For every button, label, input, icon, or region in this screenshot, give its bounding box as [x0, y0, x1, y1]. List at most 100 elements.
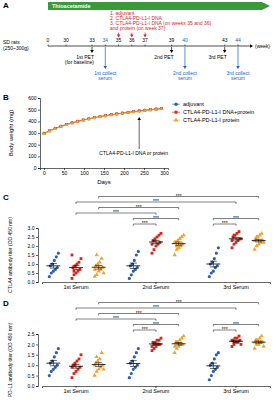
data-point: [48, 374, 51, 377]
y-axis-title: CTLA4 antibody titer (OD 450 nm): [7, 217, 13, 293]
data-point: [73, 270, 76, 273]
tick-label: 2.0: [28, 243, 35, 249]
data-point: [155, 108, 158, 111]
error-bar: [95, 363, 102, 367]
data-point: [71, 376, 74, 379]
data-point: [93, 116, 96, 119]
data-point: [213, 257, 216, 260]
significance-label: ***: [176, 299, 182, 305]
data-point: [135, 351, 138, 354]
tick-mark: [38, 98, 40, 99]
data-point: [71, 121, 74, 124]
data-point: [120, 111, 124, 114]
y-axis: 0.00.51.01.52.02.53.0: [28, 225, 39, 285]
data-point: [159, 343, 162, 346]
error-bar-cap: [153, 342, 160, 343]
tick-label: 500: [28, 107, 37, 113]
data-point: [100, 256, 104, 260]
week-label: 34: [102, 37, 108, 43]
mean-line: [229, 341, 243, 342]
tick-label: 300: [28, 130, 37, 136]
series-line: [44, 109, 162, 134]
data-point: [160, 337, 163, 340]
tick-mark: [38, 145, 40, 146]
tick-mark: [38, 133, 40, 134]
error-bar-cap: [175, 342, 182, 343]
data-point: [260, 231, 264, 235]
tick: 1.0: [28, 261, 38, 267]
panel-a: AThioacetamideSD rats(250~300g)(week)030…: [3, 1, 270, 81]
data-point: [95, 272, 99, 276]
timeline-tick: [118, 45, 119, 47]
data-point: [81, 118, 85, 121]
error-bar: [73, 266, 80, 270]
error-bar-cap: [73, 265, 80, 266]
treatment-arrowhead: [143, 35, 147, 38]
tick-label: 2nd Serum: [143, 388, 170, 394]
data-point: [138, 110, 141, 113]
significance-label: ***: [222, 326, 228, 332]
data-point: [56, 364, 59, 367]
event-arrow: [184, 47, 185, 67]
data-point: [182, 334, 186, 337]
significance-label: ***: [176, 193, 182, 199]
data-point: [80, 353, 83, 356]
panel-label: A: [3, 1, 9, 10]
data-point: [71, 254, 74, 257]
data-point: [143, 109, 146, 112]
data-point: [135, 253, 138, 256]
data-point: [143, 108, 147, 111]
error-bar-cap: [255, 341, 262, 342]
plot-area: [46, 334, 265, 381]
data-point: [54, 127, 57, 130]
tick: 0.0: [28, 383, 38, 389]
error-bar: [130, 263, 137, 268]
data-point: [70, 121, 74, 124]
data-point: [133, 355, 136, 358]
event-label: serum: [231, 75, 245, 81]
error-bar-stem: [98, 265, 99, 269]
tick-mark: [36, 255, 38, 256]
tick-label: 0.0: [28, 383, 35, 389]
timeline-tick: [171, 45, 172, 47]
error-bar-cap: [153, 243, 160, 244]
series-line: [44, 108, 162, 133]
error-bar: [95, 265, 102, 269]
timeline-tick: [131, 45, 132, 47]
tick-label: 400: [28, 118, 37, 124]
data-point: [87, 117, 91, 120]
error-bar-cap: [50, 268, 57, 269]
error-bar-cap: [73, 269, 80, 270]
panel-b: B0501001502002503000100200300400500600Da…: [3, 93, 254, 185]
error-bar-stem: [258, 239, 259, 242]
data-point: [238, 335, 241, 338]
error-bar-stem: [133, 263, 134, 268]
data-point: [115, 112, 118, 115]
tick: 200: [120, 168, 129, 176]
data-point: [100, 350, 104, 354]
tick: 300: [160, 168, 169, 176]
data-point: [160, 107, 163, 110]
error-bar-cap: [175, 242, 182, 243]
legend: adjuvantCTLA4-PD-L1-I DNA+proteinCTLA4-P…: [172, 101, 254, 123]
data-point: [154, 107, 158, 110]
data-point: [55, 255, 58, 258]
week-label: 37: [142, 37, 148, 43]
data-point: [98, 115, 102, 118]
data-point: [99, 115, 102, 118]
tick-label: 0.5: [28, 373, 35, 379]
significance-label: ***: [153, 198, 159, 204]
tick-mark: [36, 344, 38, 345]
data-point: [43, 132, 46, 135]
data-point: [174, 340, 178, 344]
tick-label: 150: [100, 170, 109, 176]
tick: 1st Serum: [63, 386, 88, 394]
event-arrow: [92, 47, 93, 51]
data-point: [59, 125, 62, 128]
mean-line: [252, 240, 266, 241]
mean-line: [229, 238, 243, 239]
legend-marker: [174, 103, 177, 106]
error-bar-cap: [153, 240, 160, 241]
mean-line: [172, 343, 186, 344]
error-bar-stem: [53, 263, 54, 268]
